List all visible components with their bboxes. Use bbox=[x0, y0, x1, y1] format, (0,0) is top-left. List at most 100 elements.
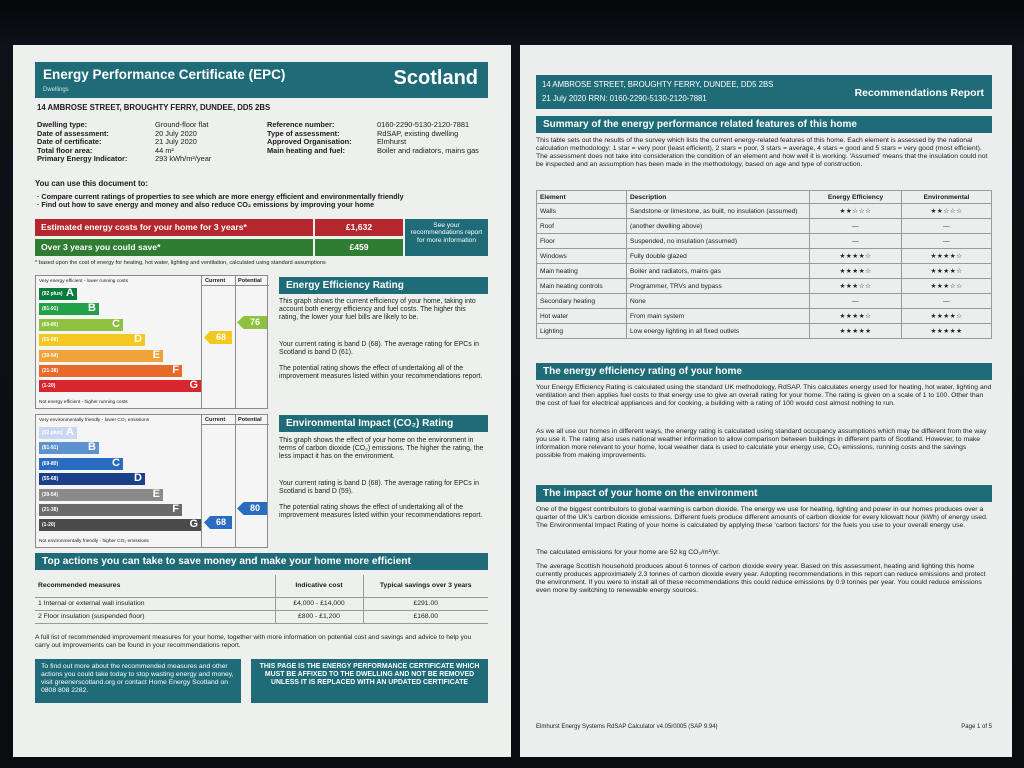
feature-environmental: ★★★☆☆ bbox=[901, 278, 992, 294]
feature-environmental: — bbox=[901, 233, 992, 249]
band-letter: B bbox=[88, 441, 96, 454]
detail-value: RdSAP, existing dwelling bbox=[377, 128, 459, 138]
ei-paragraph-3: The potential rating shows the effect of… bbox=[279, 504, 483, 519]
measure-name: 1 Internal or external wall insulation bbox=[35, 597, 275, 611]
report-header: 14 AMBROSE STREET, BROUGHTY FERRY, DUNDE… bbox=[536, 75, 992, 109]
band-range: (55-68) bbox=[42, 337, 59, 344]
detail-key: Date of certificate: bbox=[37, 137, 102, 147]
energy-efficiency-chart: Current Potential Very energy efficient … bbox=[35, 275, 269, 409]
ee-col-current: Current bbox=[205, 278, 226, 284]
ei-paragraph-1: This graph shows the effect of your home… bbox=[279, 437, 484, 460]
feature-environmental: ★★★★☆ bbox=[901, 248, 992, 264]
measures-col-savings: Typical savings over 3 years bbox=[362, 575, 488, 598]
detail-key: Approved Organisation: bbox=[267, 137, 352, 147]
features-row: Roof (another dwelling above) — — bbox=[536, 218, 992, 234]
measures-row: 2 Floor insulation (suspended floor) £800… bbox=[35, 610, 488, 624]
ee-band-c: (69-80) C bbox=[39, 317, 123, 331]
detail-value: Elmhurst bbox=[377, 137, 407, 147]
detail-row: Approved Organisation: Elmhurst bbox=[267, 138, 491, 147]
detail-value: 20 July 2020 bbox=[155, 128, 197, 138]
features-col-description: Description bbox=[626, 190, 810, 204]
use-list: · Compare current ratings of properties … bbox=[37, 192, 404, 210]
features-row: Windows Fully double glazed ★★★★☆ ★★★★☆ bbox=[536, 248, 992, 264]
band-range: (1-20) bbox=[42, 383, 56, 390]
band-range: (39-54) bbox=[42, 352, 59, 359]
feature-element: Lighting bbox=[536, 323, 627, 339]
measure-name: 2 Floor insulation (suspended floor) bbox=[35, 610, 275, 624]
feature-description: Sandstone or limestone, as built, no ins… bbox=[626, 203, 810, 219]
detail-row: Primary Energy Indicator: 293 kWh/m²/year bbox=[37, 155, 257, 164]
feature-element: Windows bbox=[536, 248, 627, 264]
feature-description: Fully double glazed bbox=[626, 248, 810, 264]
feature-efficiency: ★★★★☆ bbox=[809, 263, 902, 279]
band-letter: E bbox=[152, 348, 160, 361]
feature-environmental: — bbox=[901, 218, 992, 234]
features-col-environmental: Environmental bbox=[901, 190, 992, 204]
band-range: (69-80) bbox=[42, 460, 59, 467]
detail-row: Dwelling type: Ground-floor flat bbox=[37, 120, 257, 130]
ee-section-title: Energy Efficiency Rating bbox=[279, 277, 488, 294]
ee-paragraph-3: The potential rating shows the effect of… bbox=[279, 365, 483, 380]
impact-paragraph-1: One of the biggest contributors to globa… bbox=[536, 506, 988, 529]
ee-band-g: (1-20) G bbox=[39, 379, 201, 393]
impact-paragraph-2: The calculated emissions for your home a… bbox=[536, 549, 720, 556]
ei-band-e: (39-54) E bbox=[39, 488, 163, 501]
use-item: · Find out how to save energy and money … bbox=[37, 200, 375, 210]
ei-band-c: (69-80) C bbox=[39, 457, 123, 470]
cost-footnote: * based upon the cost of energy for heat… bbox=[35, 260, 326, 266]
ee-col-potential: Potential bbox=[238, 278, 262, 284]
band-letter: C bbox=[112, 317, 120, 330]
impact-title: The impact of your home on the environme… bbox=[536, 485, 992, 502]
feature-description: Boiler and radiators, mains gas bbox=[626, 263, 810, 279]
summary-text: This table sets out the results of the s… bbox=[536, 137, 988, 168]
detail-key: Type of assessment: bbox=[267, 128, 340, 138]
report-rrn: 21 July 2020 RRN: 0160-2290-5130-2120-78… bbox=[542, 94, 707, 103]
ee-band-d: (55-68) D bbox=[39, 333, 145, 347]
feature-efficiency: — bbox=[809, 293, 902, 309]
feature-element: Hot water bbox=[536, 308, 627, 324]
band-range: (81-91) bbox=[42, 306, 59, 313]
measures-table: Recommended measures Indicative cost Typ… bbox=[35, 575, 488, 624]
report-address: 14 AMBROSE STREET, BROUGHTY FERRY, DUNDE… bbox=[542, 80, 774, 89]
cost-value: £1,632 bbox=[315, 219, 403, 236]
detail-key: Primary Energy Indicator: bbox=[37, 154, 128, 164]
ee-potential-arrow: 76 bbox=[237, 316, 267, 329]
feature-description: (another dwelling above) bbox=[626, 218, 810, 234]
see-recommendations-box: See your recommendations report for more… bbox=[405, 219, 488, 256]
feature-environmental: — bbox=[901, 293, 992, 309]
detail-value: Boiler and radiators, mains gas bbox=[377, 145, 479, 155]
ei-bottom-label: Not environmentally friendly - higher CO… bbox=[39, 539, 149, 544]
ee-paragraph-1: This graph shows the current efficiency … bbox=[279, 298, 476, 321]
feature-element: Walls bbox=[536, 203, 627, 219]
save-label: Over 3 years you could save* bbox=[41, 242, 161, 252]
band-letter: D bbox=[134, 472, 142, 485]
band-range: (21-38) bbox=[42, 507, 59, 513]
features-row: Secondary heating None — — bbox=[536, 293, 992, 309]
measure-savings: £291.00 bbox=[362, 597, 488, 611]
measures-header-row: Recommended measures Indicative cost Typ… bbox=[35, 575, 488, 598]
environmental-impact-chart: Current Potential Very environmentally f… bbox=[35, 414, 269, 548]
feature-environmental: ★★★★★ bbox=[901, 323, 992, 339]
measures-col-cost: Indicative cost bbox=[274, 575, 363, 598]
ei-band-d: (55-68) D bbox=[39, 472, 145, 486]
band-range: (69-80) bbox=[42, 321, 59, 328]
feature-efficiency: ★★★★☆ bbox=[809, 308, 902, 324]
property-address: 14 AMBROSE STREET, BROUGHTY FERRY, DUNDE… bbox=[37, 103, 271, 112]
ei-section-title: Environmental Impact (CO₂) Rating bbox=[279, 415, 488, 432]
band-range: (39-54) bbox=[42, 491, 59, 498]
detail-row: Type of assessment: RdSAP, existing dwell… bbox=[267, 128, 491, 139]
band-range: (1-20) bbox=[42, 522, 56, 529]
features-row: Floor Suspended, no insulation (assumed) —… bbox=[536, 233, 992, 249]
feature-description: Low energy lighting in all fixed outlets bbox=[626, 323, 810, 339]
band-range: (81-91) bbox=[42, 445, 59, 452]
feature-efficiency: — bbox=[809, 218, 902, 234]
details-left: Dwelling type: Ground-floor flat Date of a… bbox=[37, 120, 257, 164]
ee-bottom-label: Not energy efficient - higher running co… bbox=[39, 400, 128, 405]
band-letter: D bbox=[134, 333, 142, 346]
feature-element: Secondary heating bbox=[536, 293, 627, 309]
features-header-row: Element Description Energy Efficiency En… bbox=[536, 190, 992, 204]
feature-environmental: ★★★★☆ bbox=[901, 308, 992, 324]
band-letter: G bbox=[189, 379, 198, 392]
feature-environmental: ★★★★☆ bbox=[901, 263, 992, 279]
